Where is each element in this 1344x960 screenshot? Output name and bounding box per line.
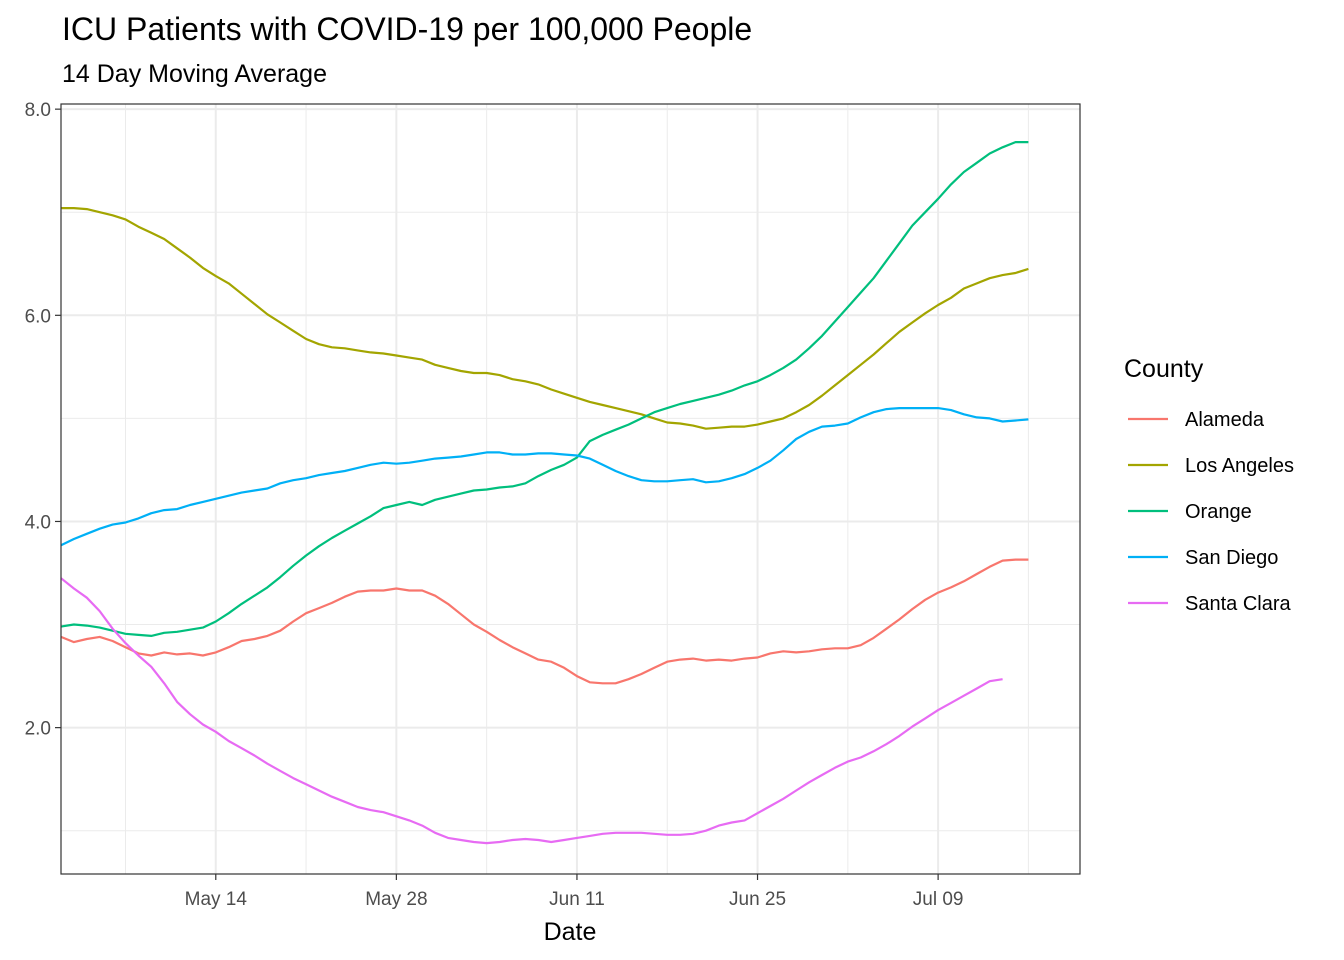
x-tick-label: May 14: [185, 889, 248, 910]
x-tick-label: Jun 11: [549, 889, 605, 910]
legend-label: Orange: [1185, 501, 1252, 523]
y-tick-label: 6.0: [25, 306, 51, 327]
legend: County Alameda Los Angeles Orange San Diego…: [1124, 355, 1294, 615]
legend-label: Los Angeles: [1185, 455, 1294, 477]
legend-label: Alameda: [1185, 409, 1265, 431]
legend-title: County: [1124, 355, 1204, 383]
x-axis-title: Date: [544, 918, 597, 946]
x-tick-label: Jun 25: [729, 889, 786, 910]
y-tick-label: 8.0: [25, 100, 51, 121]
legend-label: Santa Clara: [1185, 593, 1291, 615]
series-line-orange: [60, 141, 1029, 637]
grid: [61, 104, 1080, 874]
series-line-alameda: [60, 558, 1029, 685]
y-tick-label: 2.0: [25, 719, 51, 740]
series-line-los-angeles: [61, 207, 1029, 430]
x-tick-label: May 28: [365, 889, 427, 910]
chart-subtitle: 14 Day Moving Average: [62, 60, 327, 88]
legend-label: San Diego: [1185, 547, 1278, 569]
series-line-santa-clara: [60, 577, 1003, 845]
series-lines: [60, 141, 1029, 845]
chart-title: ICU Patients with COVID-19 per 100,000 P…: [62, 11, 752, 47]
plot-panel: [60, 103, 1081, 875]
axes: 2.0 4.0 6.0 8.0 May 14 May 28 Jun 11 Jun 25 Jul …: [25, 100, 964, 910]
y-tick-label: 4.0: [25, 512, 51, 533]
x-tick-label: Jul 09: [913, 889, 964, 910]
series-line-san-diego: [60, 407, 1029, 547]
